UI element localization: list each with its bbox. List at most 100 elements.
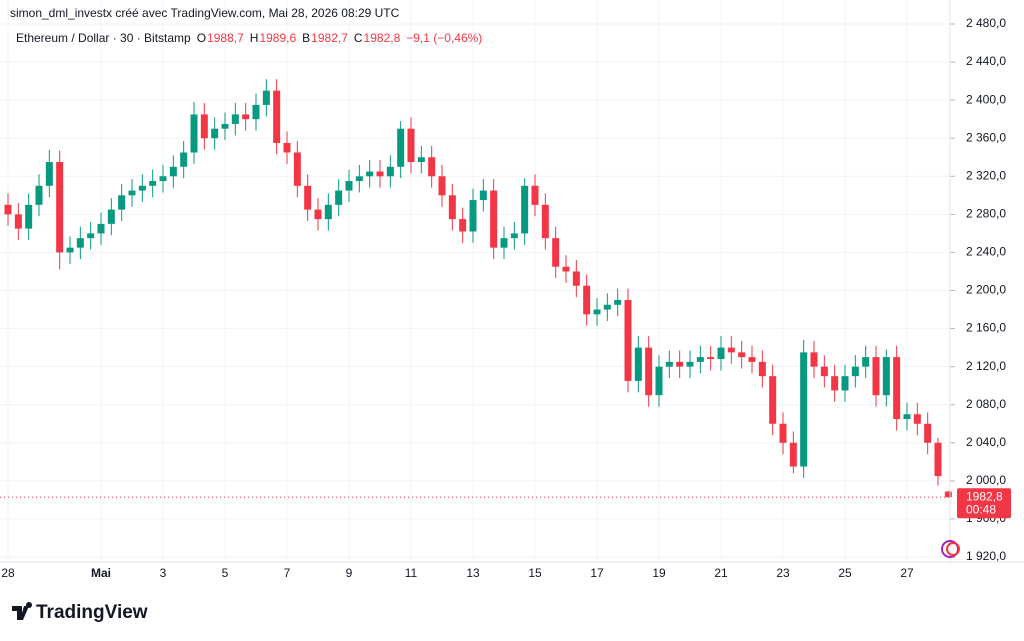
- candle-body: [696, 357, 704, 362]
- x-tick-label: 25: [838, 566, 852, 580]
- candle-body: [335, 190, 343, 205]
- candle-body: [35, 185, 43, 205]
- candle-body: [893, 357, 901, 419]
- candle-body: [242, 114, 250, 120]
- candle-body: [572, 271, 580, 286]
- y-tick-label: 2 320,0: [966, 168, 1006, 182]
- legend-key: H: [250, 31, 259, 45]
- candle-body: [913, 414, 921, 424]
- icon: [941, 540, 960, 558]
- candle-body: [531, 185, 539, 205]
- candle-body: [500, 238, 508, 248]
- candle-body: [758, 361, 766, 377]
- symbol: Ethereum / Dollar · 30 · Bitstamp: [16, 31, 191, 45]
- candle-body: [541, 204, 549, 239]
- candle-body: [562, 266, 570, 272]
- logo: TradingView: [12, 602, 148, 623]
- candle-body: [665, 361, 673, 367]
- candle-body: [66, 247, 74, 253]
- x-tick-label: Mai: [91, 566, 111, 580]
- y-tick-label: 2 080,0: [966, 397, 1006, 411]
- candle-body: [448, 195, 456, 220]
- candle-body: [14, 214, 22, 229]
- candle-body: [273, 90, 281, 143]
- candle-body: [45, 162, 53, 186]
- candle-body: [924, 423, 932, 443]
- candle-body: [4, 204, 12, 215]
- candle-body: [314, 209, 322, 220]
- candle-body: [376, 171, 384, 177]
- candle-body: [738, 352, 746, 358]
- candle-body: [138, 185, 146, 191]
- x-tick-label: 13: [466, 566, 480, 580]
- candle-body: [397, 128, 405, 167]
- y-tick-label: 2 200,0: [966, 283, 1006, 297]
- x-tick-label: 19: [652, 566, 666, 580]
- candle-body: [459, 219, 467, 232]
- candle-body: [841, 376, 849, 391]
- candle-body: [479, 190, 487, 201]
- candle-body: [221, 123, 229, 129]
- candle-body: [717, 347, 725, 360]
- candle-body: [118, 195, 126, 210]
- x-tick-label: 7: [284, 566, 291, 580]
- y-tick-label: 2 400,0: [966, 92, 1006, 106]
- candle-body: [831, 376, 839, 391]
- y-tick-label: 2 360,0: [966, 130, 1006, 144]
- candle-body: [56, 162, 64, 253]
- x-tick-label: 3: [160, 566, 167, 580]
- candle-body: [862, 357, 870, 367]
- candle-body: [903, 414, 911, 419]
- candle-body: [159, 176, 167, 182]
- candle-body: [800, 352, 808, 467]
- overlay: 1982,800:48: [0, 488, 1011, 519]
- candle-body: [345, 181, 353, 191]
- y-tick-label: 2 480,0: [966, 16, 1006, 30]
- candle-body: [944, 491, 952, 498]
- y-tick-label: 2 280,0: [966, 207, 1006, 221]
- candle-body: [593, 309, 601, 315]
- legend-key: O: [197, 31, 206, 45]
- candle-body: [934, 442, 942, 477]
- candle-body: [428, 157, 436, 177]
- candle-body: [97, 223, 105, 234]
- x-tick-label: 5: [222, 566, 229, 580]
- y-tick-label: 2 120,0: [966, 359, 1006, 373]
- candle-body: [231, 114, 239, 124]
- grid: 1 920,01 960,02 000,02 040,02 080,02 120…: [0, 0, 1006, 580]
- candle-body: [25, 204, 33, 229]
- candle-body: [779, 423, 787, 443]
- candle-body: [851, 366, 859, 377]
- candle-body: [417, 157, 425, 163]
- x-tick-label: 21: [714, 566, 728, 580]
- candle-body: [355, 176, 363, 182]
- y-tick-label: 2 040,0: [966, 435, 1006, 449]
- legend-value: 1982,7: [311, 31, 348, 45]
- x-tick-label: 17: [590, 566, 604, 580]
- candle-body: [552, 238, 560, 267]
- legend-value: 1982,8: [364, 31, 401, 45]
- candle-body: [655, 366, 663, 396]
- legend: Ethereum / Dollar · 30 · Bitstamp O1988,7…: [16, 31, 482, 45]
- candle-body: [262, 90, 270, 105]
- candle-body: [727, 347, 735, 353]
- legend-key: B: [302, 31, 310, 45]
- candle-body: [169, 166, 177, 177]
- x-tick-label: 9: [346, 566, 353, 580]
- candle-body: [614, 300, 622, 305]
- x-tick-label: 15: [528, 566, 542, 580]
- candle-body: [386, 166, 394, 177]
- candle-body: [438, 176, 446, 196]
- legend-value: 1989,6: [259, 31, 296, 45]
- candle-body: [128, 190, 136, 196]
- y-tick-label: 2 240,0: [966, 245, 1006, 259]
- candle-body: [190, 114, 198, 153]
- candle-body: [707, 357, 715, 360]
- y-tick-label: 2 000,0: [966, 473, 1006, 487]
- legend-value: 1988,7: [207, 31, 244, 45]
- x-tick-label: 27: [900, 566, 914, 580]
- candle-body: [490, 190, 498, 248]
- candle-body: [149, 181, 157, 186]
